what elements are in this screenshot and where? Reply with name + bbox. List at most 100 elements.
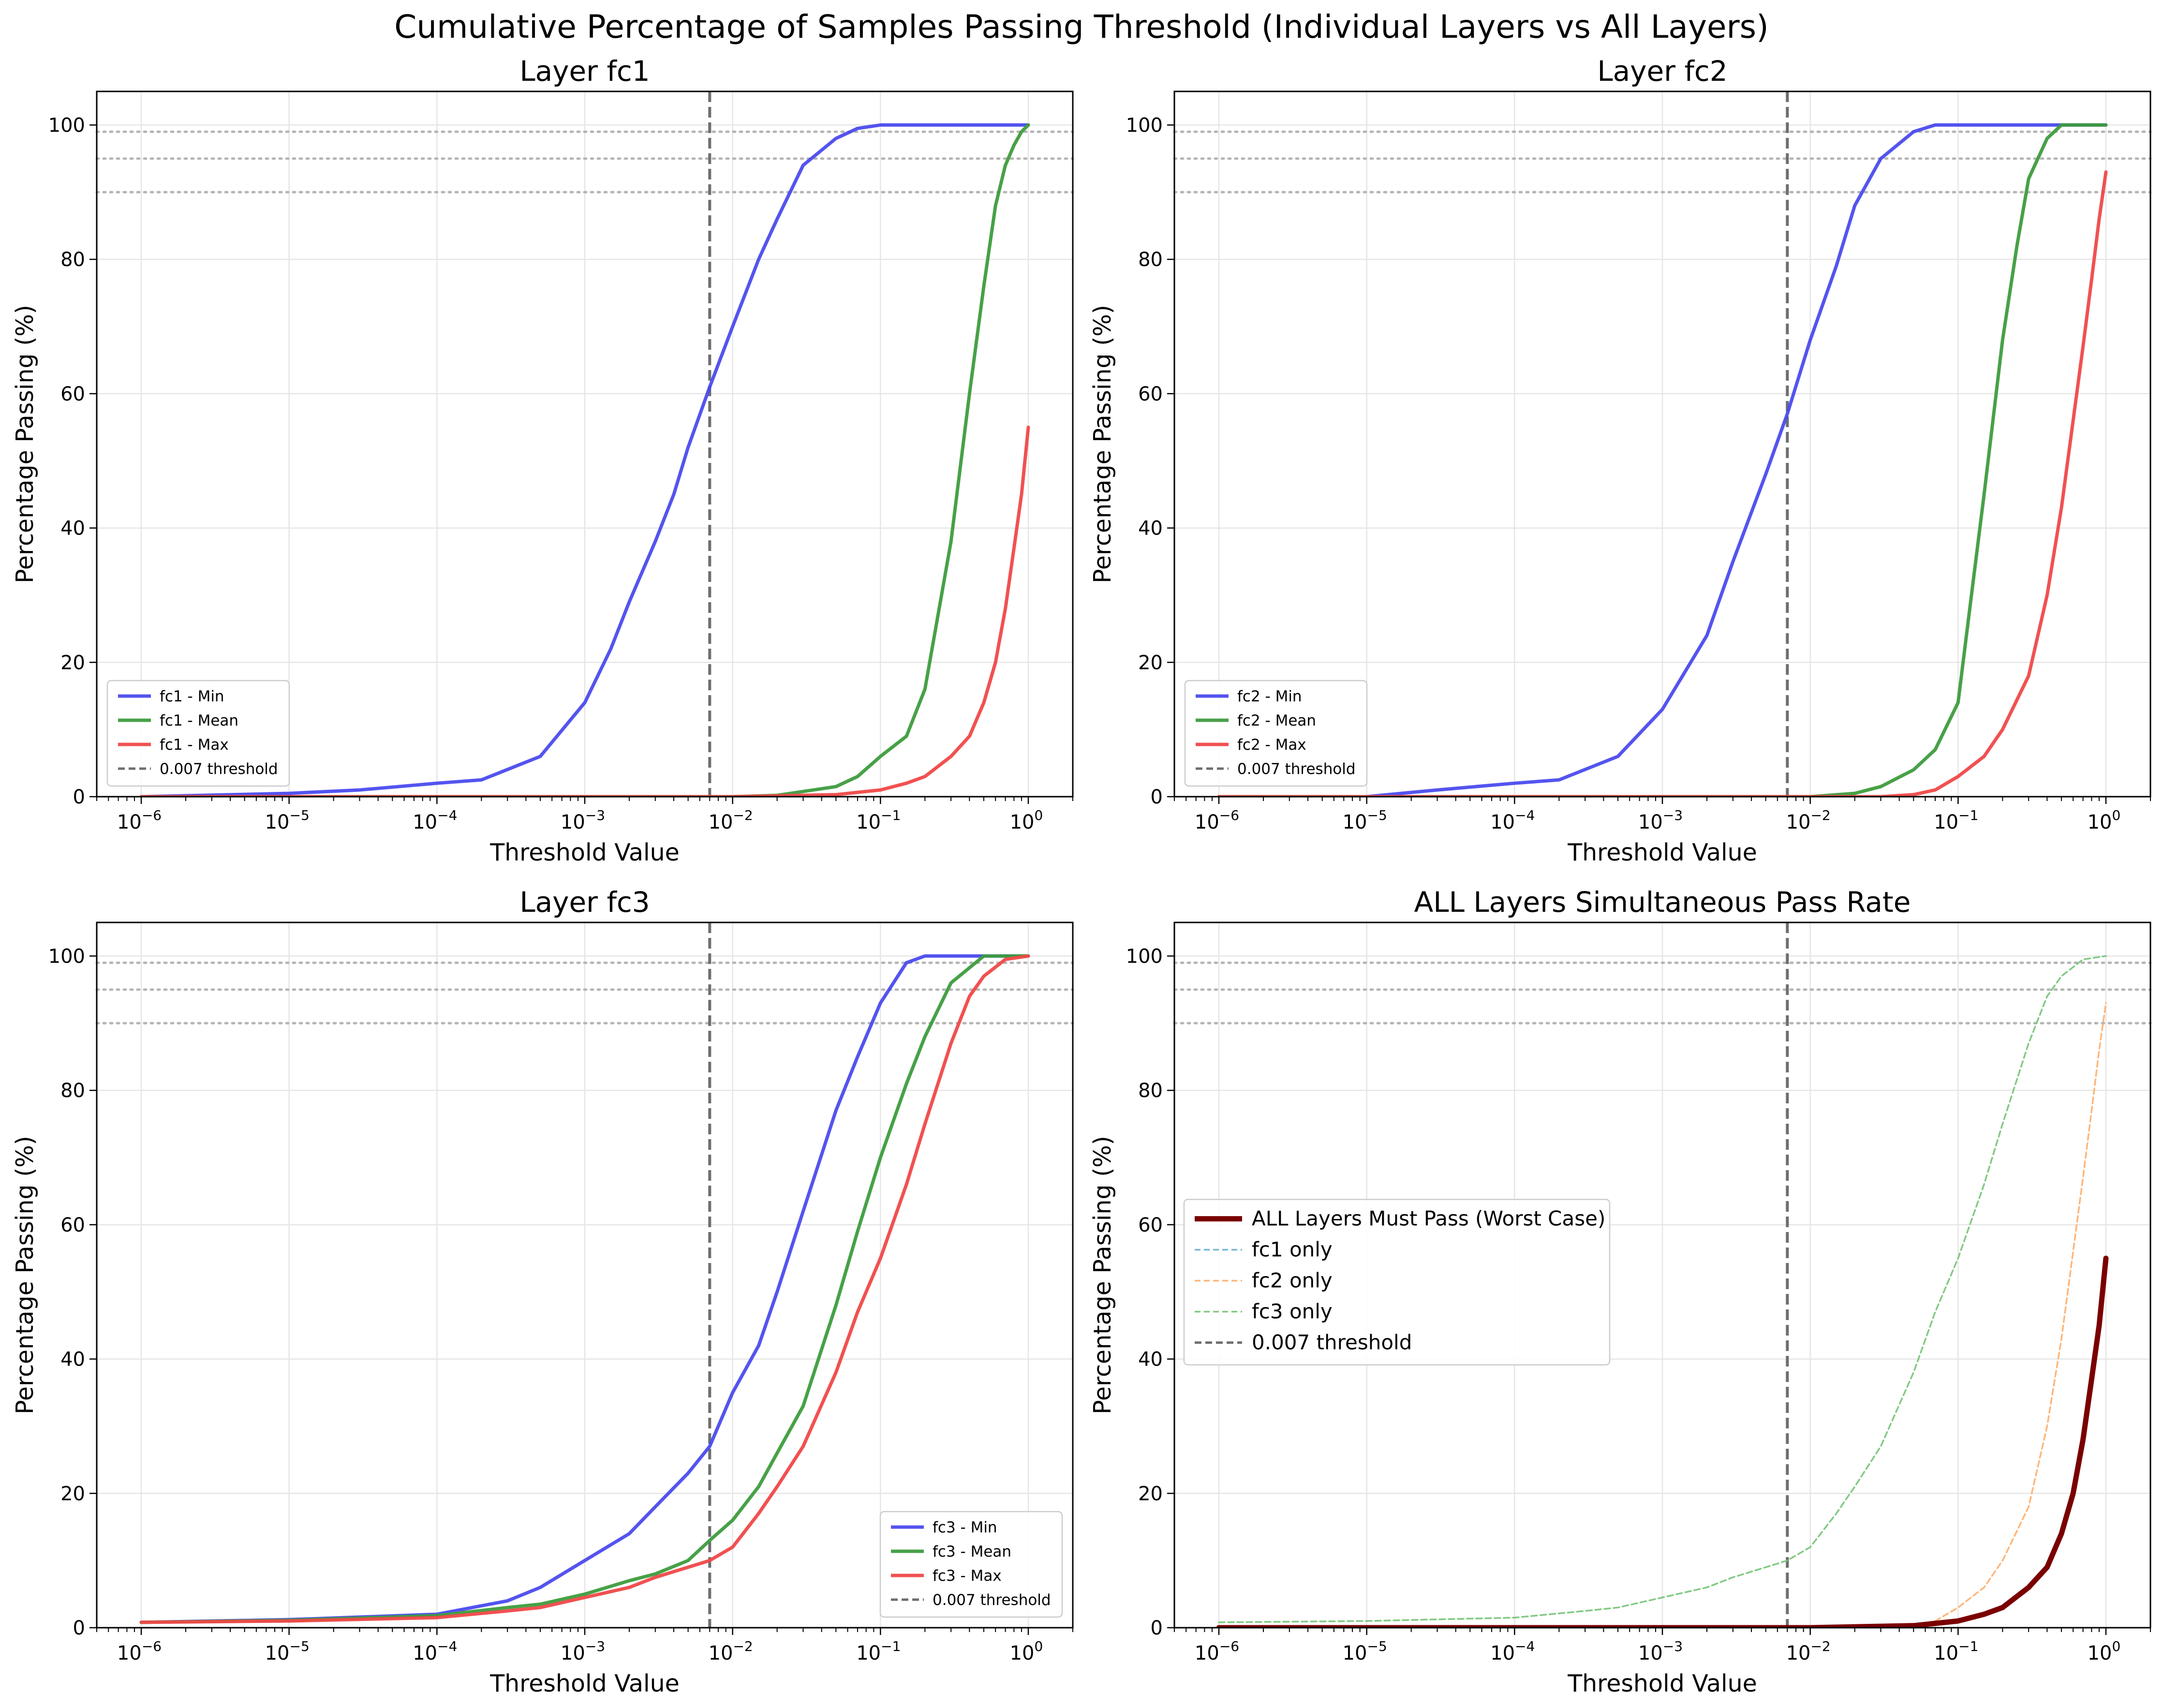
- y-tick-label: 60: [60, 383, 85, 405]
- y-tick-label: 40: [1138, 518, 1163, 540]
- x-tick-label: 10−2: [709, 807, 753, 833]
- x-tick-label: 10−1: [1934, 807, 1978, 833]
- legend-label: fc3 only: [1252, 1300, 1333, 1323]
- y-tick-label: 60: [60, 1214, 85, 1236]
- x-tick-label: 10−5: [265, 1638, 310, 1664]
- x-tick-label: 10−4: [413, 1638, 457, 1664]
- x-tick-label: 10−3: [1638, 807, 1683, 833]
- series-line-mean: [1217, 123, 2108, 797]
- chart-panel-4: 10−6 10−5 10−4 10−3 10−2 10−1 100 0 20 40 60 80 100 A…: [1089, 886, 2152, 1697]
- y-tick-label: 20: [1138, 1483, 1163, 1505]
- y-axis-label: Percentage Passing (%): [11, 305, 39, 583]
- x-tick-label: 10−3: [1638, 1638, 1683, 1664]
- x-tick-label: 10−1: [856, 807, 901, 833]
- y-axis-label: Percentage Passing (%): [1089, 1136, 1116, 1414]
- x-tick-label: 10−6: [1195, 1638, 1239, 1664]
- legend-label: 0.007 threshold: [160, 760, 278, 778]
- x-tick-label: 10−6: [117, 807, 162, 833]
- legend-label: fc2 - Max: [1237, 736, 1306, 754]
- y-axis-label: Percentage Passing (%): [11, 1136, 39, 1414]
- y-tick-label: 20: [60, 652, 85, 674]
- y-tick-label: 0: [1151, 1617, 1163, 1639]
- panel-title: ALL Layers Simultaneous Pass Rate: [1414, 886, 1911, 919]
- series-line-all: [1216, 1255, 2109, 1628]
- series-line-max: [139, 954, 1030, 1624]
- x-tick-label: 10−4: [1490, 1638, 1535, 1664]
- legend-label: fc3 - Max: [933, 1567, 1002, 1585]
- x-tick-label: 10−5: [265, 807, 310, 833]
- x-tick-label: 100: [1010, 1638, 1043, 1664]
- y-tick-label: 100: [1126, 945, 1163, 967]
- y-tick-label: 60: [1138, 1214, 1163, 1236]
- panel-title: Layer fc2: [1597, 55, 1727, 88]
- legend-label: 0.007 threshold: [1252, 1331, 1412, 1354]
- x-axis-label: Threshold Value: [1567, 839, 1757, 866]
- series-line-max: [139, 425, 1030, 797]
- legend-label: fc1 - Max: [160, 736, 229, 754]
- x-tick-label: 100: [2088, 807, 2121, 833]
- y-tick-label: 80: [60, 249, 85, 271]
- x-tick-label: 10−5: [1343, 1638, 1387, 1664]
- x-axis-label: Threshold Value: [489, 839, 680, 866]
- legend-label: fc1 only: [1252, 1238, 1333, 1262]
- y-tick-label: 100: [48, 114, 85, 136]
- figure-title: Cumulative Percentage of Samples Passing…: [394, 8, 1769, 45]
- legend: fc3 - Min fc3 - Mean fc3 - Max 0.007 thresh…: [879, 1511, 1063, 1618]
- y-tick-label: 20: [1138, 652, 1163, 674]
- x-tick-label: 10−4: [1490, 807, 1535, 833]
- x-tick-label: 10−6: [1195, 807, 1239, 833]
- y-tick-label: 100: [1126, 114, 1163, 136]
- y-tick-label: 80: [60, 1080, 85, 1102]
- legend-box: [1183, 1199, 1611, 1366]
- y-tick-label: 0: [73, 786, 85, 808]
- legend-label: fc2 - Mean: [1237, 712, 1316, 729]
- chart-panel-1: 10−6 10−5 10−4 10−3 10−2 10−1 100 0 20 40 60 80 100 L…: [11, 55, 1074, 866]
- x-tick-label: 10−3: [561, 807, 605, 833]
- x-axis-label: Threshold Value: [489, 1670, 680, 1697]
- x-tick-label: 100: [1010, 807, 1043, 833]
- x-axis-label: Threshold Value: [1567, 1670, 1757, 1697]
- y-tick-label: 40: [60, 1349, 85, 1371]
- legend: ALL Layers Must Pass (Worst Case) fc1 onl…: [1183, 1199, 1611, 1366]
- series-line-min: [139, 123, 1030, 797]
- legend-label: 0.007 threshold: [1237, 760, 1356, 778]
- y-tick-label: 0: [73, 1617, 85, 1639]
- legend: fc1 - Min fc1 - Mean fc1 - Max 0.007 thresh…: [106, 680, 290, 787]
- legend-label: fc2 - Min: [1237, 688, 1302, 705]
- legend-label: fc2 only: [1252, 1269, 1333, 1292]
- x-tick-label: 10−5: [1343, 807, 1387, 833]
- x-tick-label: 10−1: [856, 1638, 901, 1664]
- series-line-max: [1217, 170, 2108, 797]
- x-tick-label: 10−6: [117, 1638, 162, 1664]
- y-tick-label: 80: [1138, 1080, 1163, 1102]
- y-tick-label: 60: [1138, 383, 1163, 405]
- series-line-min: [1217, 123, 2108, 797]
- legend-label: fc1 - Mean: [160, 712, 238, 729]
- y-tick-label: 80: [1138, 249, 1163, 271]
- y-tick-label: 100: [48, 945, 85, 967]
- legend-box: [879, 1511, 1063, 1618]
- chart-panel-3: 10−6 10−5 10−4 10−3 10−2 10−1 100 0 20 40 60 80 100 L…: [11, 886, 1074, 1697]
- x-tick-label: 10−2: [1786, 807, 1831, 833]
- legend-label: ALL Layers Must Pass (Worst Case): [1252, 1207, 1605, 1231]
- series-line-min: [139, 954, 1030, 1624]
- x-tick-label: 10−3: [561, 1638, 605, 1664]
- x-tick-label: 10−2: [709, 1638, 753, 1664]
- x-tick-label: 100: [2088, 1638, 2121, 1664]
- y-tick-label: 40: [1138, 1349, 1163, 1371]
- x-tick-label: 10−4: [413, 807, 457, 833]
- panels: 10−6 10−5 10−4 10−3 10−2 10−1 100 0 20 40 60 80 100 L…: [11, 55, 2152, 1697]
- y-tick-label: 20: [60, 1483, 85, 1505]
- legend-label: fc3 - Min: [933, 1519, 997, 1536]
- panel-title: Layer fc3: [519, 886, 650, 919]
- y-axis-label: Percentage Passing (%): [1089, 305, 1116, 583]
- x-tick-label: 10−2: [1786, 1638, 1831, 1664]
- x-tick-label: 10−1: [1934, 1638, 1978, 1664]
- series-line-mean: [139, 954, 1030, 1624]
- chart-panel-2: 10−6 10−5 10−4 10−3 10−2 10−1 100 0 20 40 60 80 100 L…: [1089, 55, 2152, 866]
- legend-label: fc1 - Min: [160, 688, 224, 705]
- legend: fc2 - Min fc2 - Mean fc2 - Max 0.007 thresh…: [1184, 680, 1368, 787]
- legend-label: fc3 - Mean: [933, 1543, 1011, 1560]
